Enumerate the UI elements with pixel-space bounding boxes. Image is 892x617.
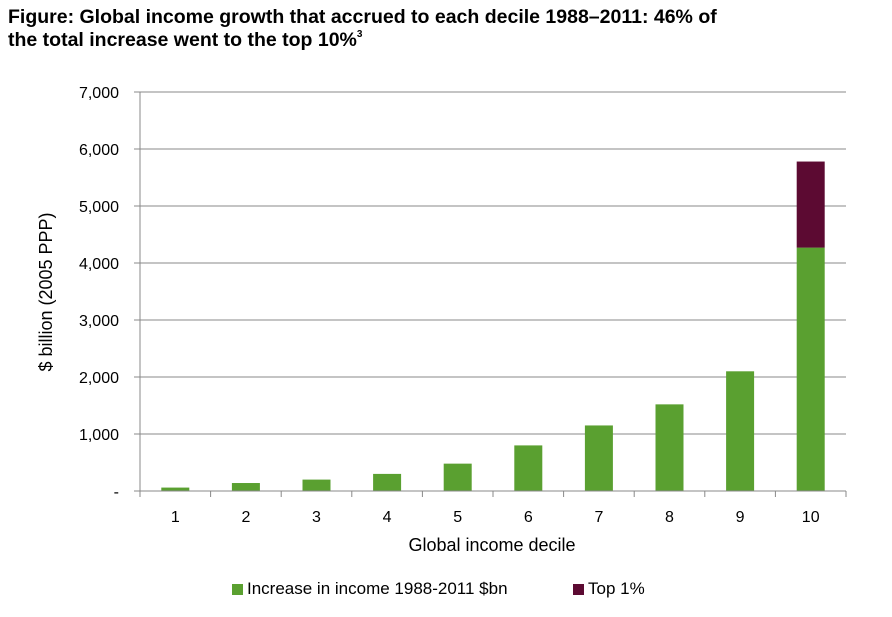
x-tick-label: 8 (665, 509, 674, 526)
x-tick-label: 5 (453, 509, 462, 526)
legend: Increase in income 1988-2011 $bn Top 1% (0, 579, 892, 603)
legend-label-top1: Top 1% (588, 579, 645, 598)
bar-increase (514, 445, 543, 491)
chart-title-line2-text: the total increase went to the top 10% (8, 29, 357, 51)
y-tick-label: 3,000 (79, 313, 119, 330)
legend-swatch-top1 (573, 583, 584, 595)
x-tick-label: 7 (594, 509, 603, 526)
bar-increase (443, 463, 472, 491)
y-tick-label: 7,000 (79, 85, 119, 102)
y-axis-label: $ billion (2005 PPP) (36, 212, 56, 371)
legend-item-top1: Top 1% (573, 579, 645, 599)
x-tick-label: 6 (524, 509, 533, 526)
x-tick-label: 10 (802, 509, 820, 526)
y-tick-label: 4,000 (79, 256, 119, 273)
bar-top1 (796, 161, 825, 248)
chart-title: Figure: Global income growth that accrue… (8, 6, 878, 52)
y-tick-label: 5,000 (79, 199, 119, 216)
axes (134, 91, 847, 497)
x-tick-label: 2 (241, 509, 250, 526)
bar-increase (231, 483, 260, 491)
bar-increase (796, 247, 825, 491)
bar-increase (161, 487, 190, 491)
bar-increase (726, 371, 755, 491)
bar-increase (655, 404, 684, 491)
x-tick-label: 3 (312, 509, 321, 526)
y-tick-label: 1,000 (79, 427, 119, 444)
legend-swatch-increase (232, 583, 243, 595)
x-tick-label: 9 (736, 509, 745, 526)
tick-labels: - 1,000 2,000 3,000 4,000 5,000 6,000 7,000 1 2 3 4… (79, 85, 820, 526)
y-tick-label: - (114, 484, 119, 501)
bar-increase (584, 425, 613, 491)
title-footnote-marker: 3 (356, 28, 363, 40)
chart-title-line2: the total increase went to the top 10%3 (8, 29, 878, 52)
bar-increase (373, 473, 402, 491)
y-tick-label: 6,000 (79, 142, 119, 159)
legend-item-increase: Increase in income 1988-2011 $bn (232, 579, 508, 599)
chart-title-line1: Figure: Global income growth that accrue… (8, 6, 717, 28)
bars (161, 161, 825, 491)
x-axis-label: Global income decile (408, 535, 575, 555)
y-tick-label: 2,000 (79, 370, 119, 387)
bar-increase (302, 479, 331, 491)
legend-label-increase: Increase in income 1988-2011 $bn (247, 579, 508, 598)
x-tick-label: 4 (383, 509, 392, 526)
x-tick-label: 1 (171, 509, 180, 526)
